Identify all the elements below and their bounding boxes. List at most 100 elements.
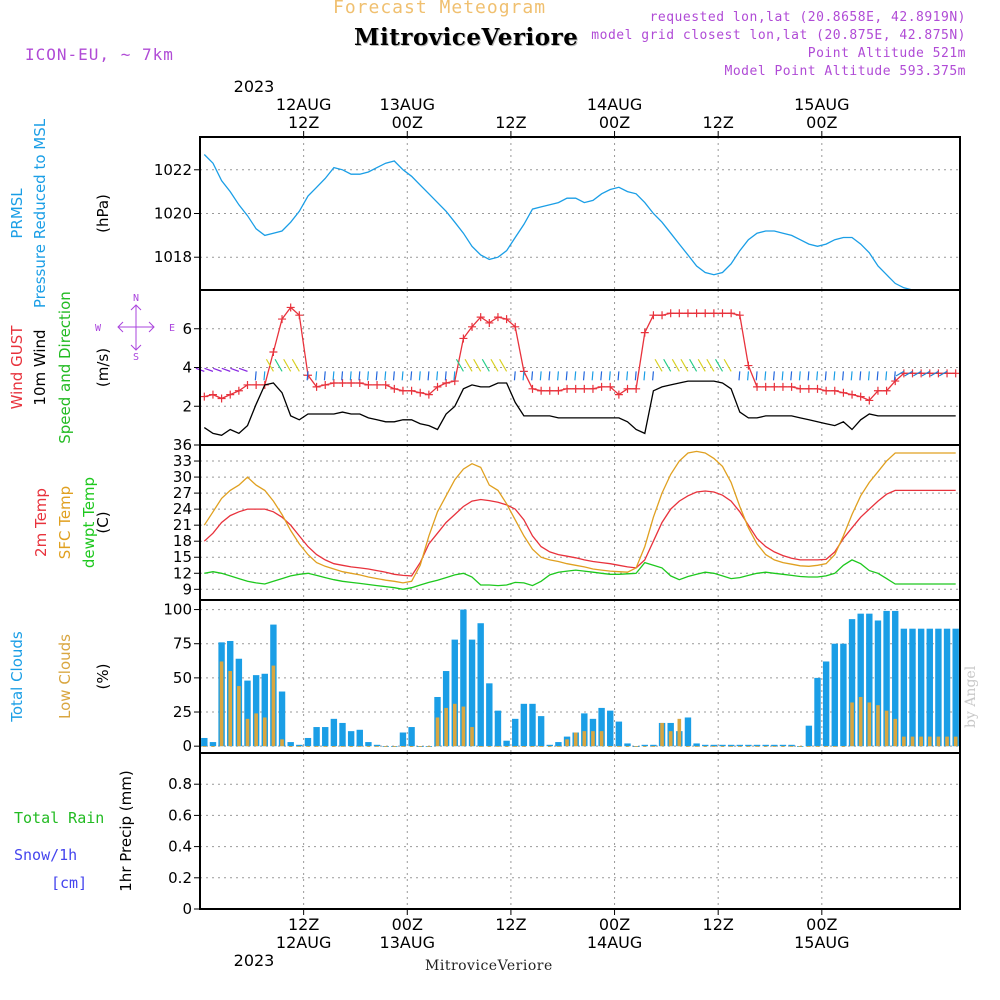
cloud-bar: [427, 746, 431, 747]
gust-marker: [640, 328, 649, 337]
y-tick-label: 100: [163, 601, 192, 619]
cloud-bar: [712, 746, 716, 747]
cloud-bar: [373, 744, 381, 747]
cloud-bar: [314, 746, 319, 747]
top-date-label: 13AUG: [380, 95, 435, 114]
gust-marker: [951, 369, 960, 378]
cloud-bar: [850, 702, 854, 747]
y-tick-label: 24: [173, 500, 192, 518]
wind-arrow: [654, 358, 663, 372]
wind-arrow: [238, 367, 248, 372]
cloud-bar: [884, 710, 889, 747]
wind-arrow: [772, 371, 775, 381]
gust-marker: [312, 382, 321, 391]
cloud-bar: [401, 746, 405, 747]
gust-marker: [804, 384, 813, 393]
cloud-bar: [323, 746, 328, 747]
cloud-bar: [624, 743, 631, 747]
wind-arrow: [626, 371, 629, 381]
cloud-bar: [789, 746, 794, 747]
wind-arrow: [464, 358, 473, 372]
gust-marker: [347, 379, 356, 387]
gust-marker: [537, 386, 546, 395]
cloud-bar: [599, 731, 604, 747]
cloud-bar: [719, 744, 726, 747]
cloud-bar: [547, 746, 552, 747]
cloud-bar: [779, 744, 787, 747]
cloud-bar: [650, 744, 657, 747]
y-tick-label: 21: [173, 516, 192, 534]
wind-arrow: [513, 371, 516, 381]
cloud-bar: [573, 732, 578, 747]
y-tick-label: 1022: [154, 161, 192, 179]
wind-arrow: [332, 371, 335, 381]
cloud-bar: [468, 639, 476, 747]
cloud-bar: [461, 706, 466, 747]
cloud-bar: [522, 746, 526, 747]
cloud-bar: [487, 746, 492, 747]
wind-arrow: [876, 371, 879, 381]
wind-arrow: [591, 371, 594, 381]
y-unit-label: (hPa): [94, 194, 112, 233]
wind-arrow: [747, 371, 750, 381]
wind-arrow: [904, 370, 913, 377]
credit-watermark: by Angel: [963, 665, 979, 728]
panel-2: 2 4 6 N S W E (m/s) Wind GUST 10m Wind Speed and D…: [8, 289, 961, 446]
wind-arrow: [565, 371, 568, 381]
cloud-bar: [254, 713, 258, 747]
cloud-bar: [857, 613, 864, 747]
cloud-bar: [668, 731, 673, 747]
wind-arrow: [254, 371, 257, 381]
cloud-bar: [252, 675, 260, 747]
wind-arrow: [938, 370, 948, 377]
y-tick-label: 27: [173, 484, 192, 502]
cloud-bar: [900, 628, 908, 747]
y-tick-label: 9: [182, 580, 192, 598]
cloud-bar: [201, 737, 208, 747]
cloud-bar: [280, 739, 284, 747]
panel-4: 0 25 50 75 100 (%) Total Clouds Low Clouds: [8, 599, 961, 755]
wind-arrow: [850, 371, 853, 381]
y-tick-label: 4: [182, 359, 192, 377]
cloud-bar: [339, 722, 346, 747]
gust-marker: [269, 348, 278, 356]
wind-arrow: [315, 371, 318, 381]
cloud-bar: [883, 610, 890, 747]
footer-location: MitroviceVeriore: [425, 958, 553, 974]
cloud-bar: [262, 717, 267, 747]
gust-marker: [424, 390, 433, 399]
y-tick-label: 0.8: [168, 775, 192, 793]
cloud-bar: [686, 746, 690, 747]
wind-arrow: [689, 358, 698, 372]
gust-marker: [442, 379, 451, 387]
cloud-bar: [244, 680, 251, 747]
cloud-bar: [824, 746, 828, 747]
gust-marker: [658, 311, 667, 320]
gust-marker: [606, 382, 615, 391]
bottom-time-label: 12Z: [495, 915, 526, 934]
y-tick-label: 18: [173, 532, 192, 550]
point-altitude: Point Altitude 521m: [807, 46, 966, 61]
wind-arrow: [473, 358, 482, 372]
gust-marker: [390, 384, 399, 393]
wind-arrow: [798, 371, 801, 381]
gust-marker: [597, 382, 606, 391]
gust-marker: [208, 390, 217, 399]
series-line: [203, 380, 956, 436]
gust-marker: [450, 377, 459, 386]
cloud-bar: [936, 736, 941, 747]
top-year-label: 2023: [234, 77, 275, 96]
cloud-bar: [660, 722, 664, 747]
wind-arrow: [375, 371, 378, 381]
cloud-bar: [729, 746, 733, 747]
cloud-bar: [211, 746, 215, 747]
gust-marker: [701, 309, 710, 318]
cloud-bar: [288, 746, 293, 747]
gust-marker: [666, 309, 675, 318]
wind-arrow: [842, 371, 845, 381]
cloud-bar: [504, 746, 509, 747]
cloud-bar: [512, 718, 519, 747]
y-tick-label: 0.2: [168, 869, 192, 887]
